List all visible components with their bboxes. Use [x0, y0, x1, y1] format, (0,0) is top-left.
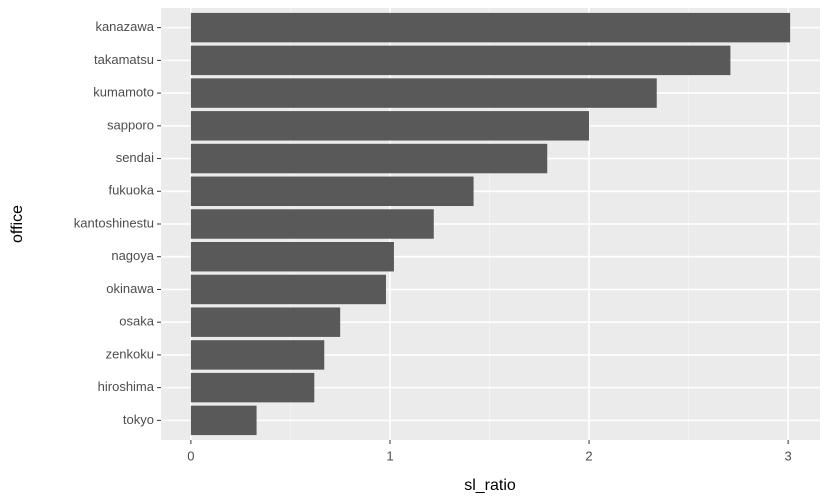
y-tick-label: kantoshinestu	[74, 215, 154, 230]
x-tick-label: 1	[386, 448, 393, 463]
x-tick-label: 0	[187, 448, 194, 463]
y-tick-label: zenkoku	[106, 346, 154, 361]
y-axis-title: office	[9, 205, 26, 243]
bar	[190, 274, 386, 305]
y-tick-label: nagoya	[111, 248, 154, 263]
bar	[190, 45, 731, 76]
y-tick-label: kumamoto	[93, 85, 154, 100]
bar	[190, 209, 434, 239]
y-tick-label: fukuoka	[108, 183, 154, 198]
y-tick-label: sapporo	[107, 117, 154, 132]
bar	[190, 242, 394, 272]
bar	[190, 405, 257, 436]
y-tick-label: sendai	[116, 150, 154, 165]
x-axis-title: sl_ratio	[464, 477, 516, 494]
bar	[190, 111, 590, 141]
x-tick-label: 2	[585, 448, 592, 463]
y-tick-label: takamatsu	[94, 52, 154, 67]
bar	[190, 143, 548, 174]
bar	[190, 176, 474, 206]
bar	[190, 12, 791, 43]
y-tick-label: osaka	[119, 314, 154, 329]
bar	[190, 78, 657, 108]
x-tick-label: 3	[785, 448, 792, 463]
bar	[190, 307, 341, 337]
bar	[190, 372, 315, 403]
y-tick-label: okinawa	[106, 281, 154, 296]
y-tick-label: tokyo	[123, 412, 154, 427]
bar	[190, 340, 325, 370]
y-tick-label: kanazawa	[95, 19, 154, 34]
y-tick-label: hiroshima	[98, 379, 155, 394]
